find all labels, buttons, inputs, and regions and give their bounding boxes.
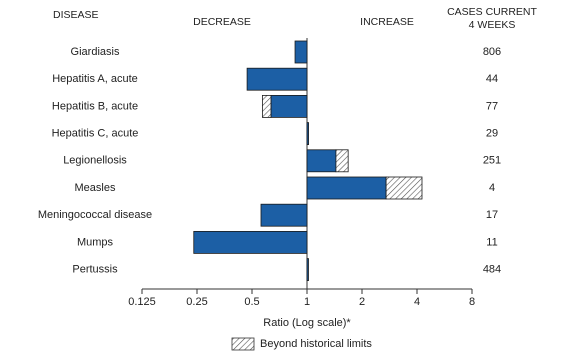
- cases-value: 251: [483, 155, 501, 167]
- cases-value: 484: [483, 264, 501, 276]
- x-tick-label: 1: [304, 296, 310, 308]
- cases-value: 4: [489, 182, 495, 194]
- disease-label: Hepatitis A, acute: [52, 73, 138, 85]
- cases-value: 77: [486, 100, 498, 112]
- disease-label: Measles: [75, 182, 116, 194]
- beyond-limit-bar: [335, 149, 349, 173]
- cases-value: 806: [483, 46, 501, 58]
- bar: [193, 230, 308, 254]
- cases-value: 44: [486, 73, 498, 85]
- disease-label: Meningococcal disease: [38, 209, 152, 221]
- disease-label: Hepatitis B, acute: [52, 100, 138, 112]
- beyond-limit-bar: [261, 95, 272, 118]
- x-tick-label: 0.125: [128, 296, 156, 308]
- disease-label: Legionellosis: [63, 155, 127, 167]
- cases-value: 29: [486, 128, 498, 140]
- disease-label: Pertussis: [72, 264, 118, 276]
- beyond-limit-bar: [385, 176, 423, 200]
- x-tick-label: 0.5: [244, 296, 259, 308]
- disease-label: Mumps: [77, 236, 114, 248]
- x-tick-label: 2: [359, 296, 365, 308]
- header-cases: 4 WEEKS: [469, 19, 516, 31]
- cases-value: 17: [486, 209, 498, 221]
- disease-label: Hepatitis C, acute: [52, 128, 139, 140]
- bar: [306, 258, 309, 282]
- header-cases: CASES CURRENT: [447, 6, 537, 18]
- bar: [306, 122, 309, 145]
- disease-label: Giardiasis: [71, 46, 120, 58]
- bar: [270, 95, 308, 118]
- bar: [306, 149, 337, 173]
- header-disease: DISEASE: [53, 9, 99, 21]
- legend-label: Beyond historical limits: [260, 338, 372, 350]
- bar: [306, 176, 387, 200]
- x-tick-label: 0.25: [186, 296, 207, 308]
- cases-value: 11: [486, 236, 497, 248]
- header-decrease: DECREASE: [193, 16, 251, 28]
- header-increase: INCREASE: [360, 16, 414, 28]
- bar: [260, 203, 308, 227]
- legend-swatch: [231, 337, 255, 351]
- bar: [246, 67, 308, 91]
- bar: [294, 40, 308, 64]
- x-axis-title: Ratio (Log scale)*: [263, 317, 351, 329]
- x-tick-label: 8: [469, 296, 475, 308]
- x-tick-label: 4: [414, 296, 420, 308]
